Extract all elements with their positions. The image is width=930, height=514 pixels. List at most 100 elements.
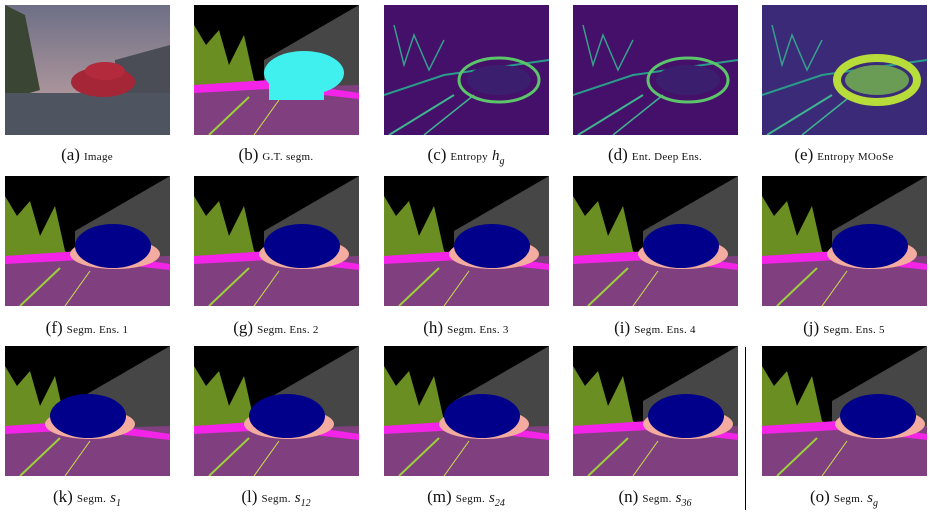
- panel-image: [5, 5, 170, 135]
- caption-math: hg: [492, 148, 505, 164]
- caption-letter: (c): [428, 145, 447, 164]
- caption: (i) Segm. Ens. 4: [555, 318, 755, 338]
- panel-image: [384, 346, 549, 476]
- panel-image: [194, 5, 359, 135]
- panel-image: [573, 176, 738, 306]
- shape: [444, 394, 520, 438]
- panel-graphic: [762, 346, 927, 476]
- panel-graphic: [762, 5, 927, 135]
- panel-graphic: [5, 176, 170, 306]
- panel-image: [194, 176, 359, 306]
- caption-letter: (n): [619, 487, 639, 506]
- caption-math: sg: [867, 490, 878, 506]
- panel-image: [384, 5, 549, 135]
- caption-text: Ent. Deep Ens.: [632, 151, 702, 163]
- caption-letter: (e): [794, 145, 813, 164]
- caption-math: s24: [489, 490, 505, 506]
- math-sub: g: [499, 156, 504, 167]
- shape: [656, 65, 720, 95]
- caption-text: Entropy MOoSe: [817, 151, 893, 163]
- caption-letter: (f): [46, 318, 63, 337]
- shape: [5, 93, 170, 135]
- caption: (d) Ent. Deep Ens.: [555, 145, 755, 165]
- math-sub: 36: [681, 498, 691, 509]
- shape: [454, 224, 530, 268]
- caption-letter: (l): [241, 487, 257, 506]
- caption-text: Segm.: [642, 493, 671, 505]
- caption-letter: (m): [427, 487, 452, 506]
- panel-image: [194, 346, 359, 476]
- panel-image: [762, 5, 927, 135]
- shape: [384, 5, 549, 135]
- shape: [643, 224, 719, 268]
- caption-text: Segm.: [261, 493, 290, 505]
- panel-graphic: [762, 176, 927, 306]
- caption-text: Segm. Ens. 5: [823, 324, 885, 336]
- math-sub: 12: [301, 498, 311, 509]
- caption: (n) Segm. s36: [555, 487, 755, 509]
- caption-letter: (a): [61, 145, 80, 164]
- caption: (h) Segm. Ens. 3: [366, 318, 566, 338]
- panel-graphic: [384, 5, 549, 135]
- caption-text: Segm.: [456, 493, 485, 505]
- caption: (l) Segm. s12: [176, 487, 376, 509]
- math-sub: 24: [495, 498, 505, 509]
- math-sub: 1: [116, 498, 121, 509]
- panel-graphic: [5, 5, 170, 135]
- caption: (g) Segm. Ens. 2: [176, 318, 376, 338]
- caption-letter: (j): [803, 318, 819, 337]
- panel-graphic: [384, 346, 549, 476]
- caption-text: Image: [84, 151, 113, 163]
- caption-text: Segm. Ens. 4: [634, 324, 696, 336]
- shape: [845, 65, 909, 95]
- shape: [648, 394, 724, 438]
- figure: (a) Image(b) G.T. segm.(c) Entropy hg(d)…: [0, 0, 930, 514]
- shape: [85, 62, 125, 80]
- shape: [264, 224, 340, 268]
- caption: (e) Entropy MOoSe: [744, 145, 930, 165]
- panel-graphic: [384, 176, 549, 306]
- panel-graphic: [194, 176, 359, 306]
- panel-image: [573, 346, 738, 476]
- caption-letter: (o): [810, 487, 830, 506]
- panel-image: [5, 176, 170, 306]
- separator: [745, 347, 746, 510]
- caption-text: Segm.: [77, 493, 106, 505]
- caption-text: Segm. Ens. 1: [67, 324, 129, 336]
- caption-text: Segm. Ens. 2: [257, 324, 319, 336]
- shape: [467, 65, 531, 95]
- panel-image: [5, 346, 170, 476]
- shape: [50, 394, 126, 438]
- panel-graphic: [194, 346, 359, 476]
- caption: (f) Segm. Ens. 1: [0, 318, 187, 338]
- caption-letter: (d): [608, 145, 628, 164]
- panel-image: [384, 176, 549, 306]
- math-sub: g: [873, 498, 878, 509]
- shape: [832, 224, 908, 268]
- shape: [840, 394, 916, 438]
- caption: (c) Entropy hg: [366, 145, 566, 167]
- shape: [75, 224, 151, 268]
- panel-graphic: [573, 176, 738, 306]
- caption-letter: (b): [239, 145, 259, 164]
- shape: [269, 75, 324, 100]
- panel-graphic: [194, 5, 359, 135]
- caption-letter: (h): [423, 318, 443, 337]
- caption: (k) Segm. s1: [0, 487, 187, 509]
- panel-image: [573, 5, 738, 135]
- caption-letter: (k): [53, 487, 73, 506]
- caption-math: s36: [676, 490, 692, 506]
- caption: (a) Image: [0, 145, 187, 165]
- caption-letter: (g): [233, 318, 253, 337]
- panel-graphic: [573, 346, 738, 476]
- caption: (j) Segm. Ens. 5: [744, 318, 930, 338]
- caption: (o) Segm. sg: [744, 487, 930, 509]
- panel-graphic: [5, 346, 170, 476]
- caption: (m) Segm. s24: [366, 487, 566, 509]
- caption-text: Entropy: [450, 151, 488, 163]
- caption-text: G.T. segm.: [262, 151, 313, 163]
- caption-math: s12: [295, 490, 311, 506]
- panel-image: [762, 176, 927, 306]
- caption-text: Segm. Ens. 3: [447, 324, 509, 336]
- caption-text: Segm.: [834, 493, 863, 505]
